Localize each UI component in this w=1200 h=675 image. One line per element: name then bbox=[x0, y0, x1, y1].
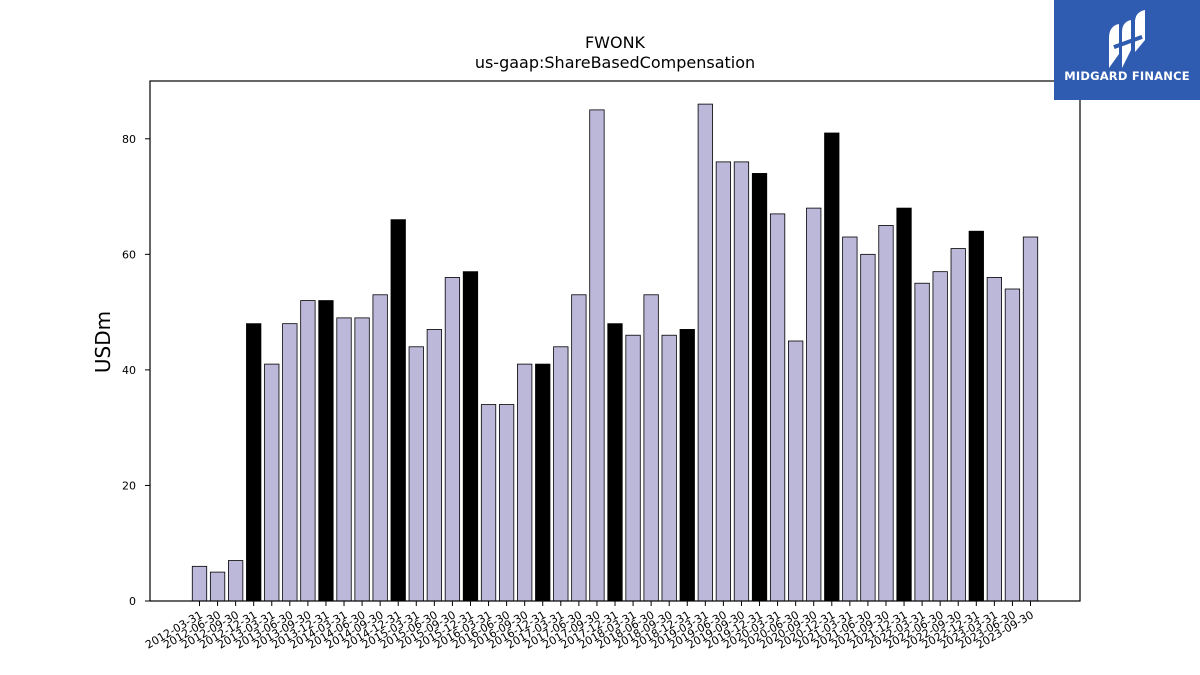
bar-2013-06-30 bbox=[282, 323, 298, 602]
x-ticks: 2012-03-312012-06-302012-09-302012-12-31… bbox=[143, 601, 1036, 652]
bar-2020-12-31 bbox=[824, 132, 840, 602]
bar-2021-09-30 bbox=[878, 225, 894, 602]
bar-2013-12-31 bbox=[318, 300, 334, 602]
bar-2020-09-30 bbox=[806, 207, 822, 602]
bar-2021-12-31 bbox=[896, 207, 912, 602]
bar-2015-06-30 bbox=[426, 329, 442, 602]
bar-2022-06-30 bbox=[932, 271, 948, 602]
bar-2017-09-30 bbox=[589, 109, 605, 602]
bar-2015-03-31 bbox=[408, 346, 424, 602]
bar-2017-03-31 bbox=[553, 346, 569, 602]
bar-2013-03-31 bbox=[264, 363, 280, 602]
bar-2019-12-31 bbox=[751, 173, 768, 602]
bar-2022-12-31 bbox=[968, 230, 984, 602]
bar-2016-06-30 bbox=[498, 404, 515, 602]
logo-text: MIDGARD FINANCE bbox=[1064, 69, 1190, 83]
bar-2021-06-30 bbox=[860, 253, 876, 602]
bar-2015-09-30 bbox=[444, 277, 461, 602]
y-tick-label: 40 bbox=[122, 364, 136, 377]
y-tick-label: 60 bbox=[122, 248, 136, 261]
bar-2013-09-30 bbox=[300, 300, 316, 602]
bar-2020-03-31 bbox=[769, 213, 786, 602]
bar-2018-06-30 bbox=[643, 294, 659, 602]
bar-2023-06-30 bbox=[1004, 288, 1021, 602]
y-tick-label: 20 bbox=[122, 479, 136, 492]
bar-2014-06-30 bbox=[354, 317, 370, 602]
bar-2022-09-30 bbox=[950, 248, 966, 602]
bar-2017-06-30 bbox=[571, 294, 587, 602]
bar-2012-06-30 bbox=[209, 571, 226, 602]
bar-2018-09-30 bbox=[661, 334, 677, 602]
y-tick-label: 80 bbox=[122, 133, 136, 146]
y-ticks: 0 20 40 60 80 bbox=[122, 133, 150, 608]
bar-2012-03-31 bbox=[191, 565, 208, 602]
bar-2022-03-31 bbox=[914, 282, 930, 602]
bar-2017-12-31 bbox=[607, 323, 623, 602]
bars-layer bbox=[191, 103, 1039, 602]
bar-2016-09-30 bbox=[517, 363, 533, 602]
midgard-logo-icon bbox=[1109, 10, 1145, 68]
bar-2019-09-30 bbox=[733, 161, 750, 602]
bar-2016-12-31 bbox=[535, 363, 551, 602]
bar-2012-09-30 bbox=[227, 560, 244, 602]
bar-2014-09-30 bbox=[372, 294, 388, 602]
bar-2018-12-31 bbox=[679, 329, 695, 602]
y-tick-label: 0 bbox=[129, 595, 136, 608]
plot-frame bbox=[149, 80, 1081, 602]
chart-title: FWONK bbox=[585, 33, 646, 52]
bar-2018-03-31 bbox=[625, 334, 641, 602]
bar-2023-09-30 bbox=[1022, 236, 1039, 602]
chart-subtitle: us-gaap:ShareBasedCompensation bbox=[475, 53, 755, 72]
bar-2016-03-31 bbox=[480, 404, 497, 602]
bar-2023-03-31 bbox=[986, 277, 1002, 602]
bar-2012-12-31 bbox=[246, 323, 262, 602]
bar-2019-06-30 bbox=[715, 161, 732, 602]
brand-logo: MIDGARD FINANCE bbox=[1054, 0, 1200, 100]
bar-2020-06-30 bbox=[788, 340, 804, 602]
bar-2015-12-31 bbox=[462, 271, 479, 602]
bar-2021-03-31 bbox=[842, 236, 858, 602]
bar-2019-03-31 bbox=[697, 103, 713, 602]
bar-2014-12-31 bbox=[390, 219, 406, 602]
bar-2014-03-31 bbox=[336, 317, 352, 602]
y-axis-label: USDm bbox=[91, 311, 115, 373]
